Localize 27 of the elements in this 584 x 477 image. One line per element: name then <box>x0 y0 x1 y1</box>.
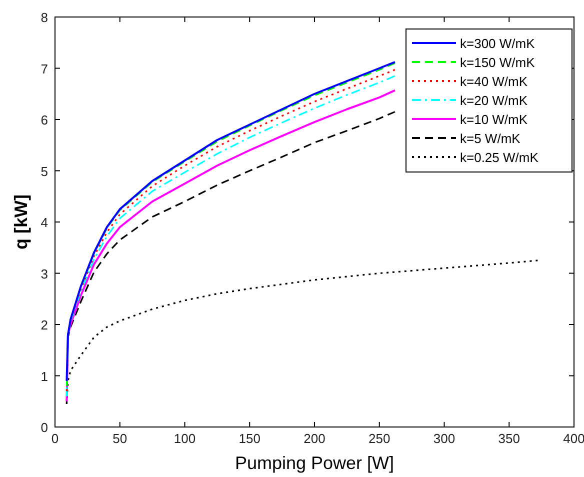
legend-label: k=20 W/mK <box>460 93 528 108</box>
y-tick-label: 0 <box>40 420 48 435</box>
x-tick-label: 300 <box>433 431 456 446</box>
y-tick-label: 2 <box>40 318 48 332</box>
y-tick-label: 3 <box>40 266 48 282</box>
legend-label: k=150 W/mK <box>460 55 536 70</box>
y-tick-label: 5 <box>40 164 48 179</box>
y-axis-title: q [kW] <box>11 194 31 250</box>
y-tick-label: 4 <box>40 215 48 230</box>
y-tick-label: 1 <box>40 368 48 384</box>
x-tick-label: 350 <box>498 431 520 446</box>
x-axis-title: Pumping Power [W] <box>234 453 394 473</box>
y-tick-label: 6 <box>40 112 48 128</box>
y-tick-label: 8 <box>40 10 48 25</box>
x-tick-label: 150 <box>238 431 260 446</box>
y-tick-label: 7 <box>40 61 48 76</box>
x-tick-label: 200 <box>304 431 326 446</box>
x-tick-label: 100 <box>174 431 196 446</box>
legend-label: k=0.25 W/mK <box>460 150 539 165</box>
x-tick-label: 400 <box>563 431 584 446</box>
x-tick-label: 0 <box>51 431 59 446</box>
legend-label: k=40 W/mK <box>460 74 528 89</box>
legend-label: k=5 W/mK <box>460 131 521 146</box>
legend-label: k=300 W/mK <box>460 36 536 51</box>
x-tick-label: 250 <box>368 431 390 446</box>
legend-label: k=10 W/mK <box>460 112 528 127</box>
x-tick-label: 50 <box>112 431 128 446</box>
